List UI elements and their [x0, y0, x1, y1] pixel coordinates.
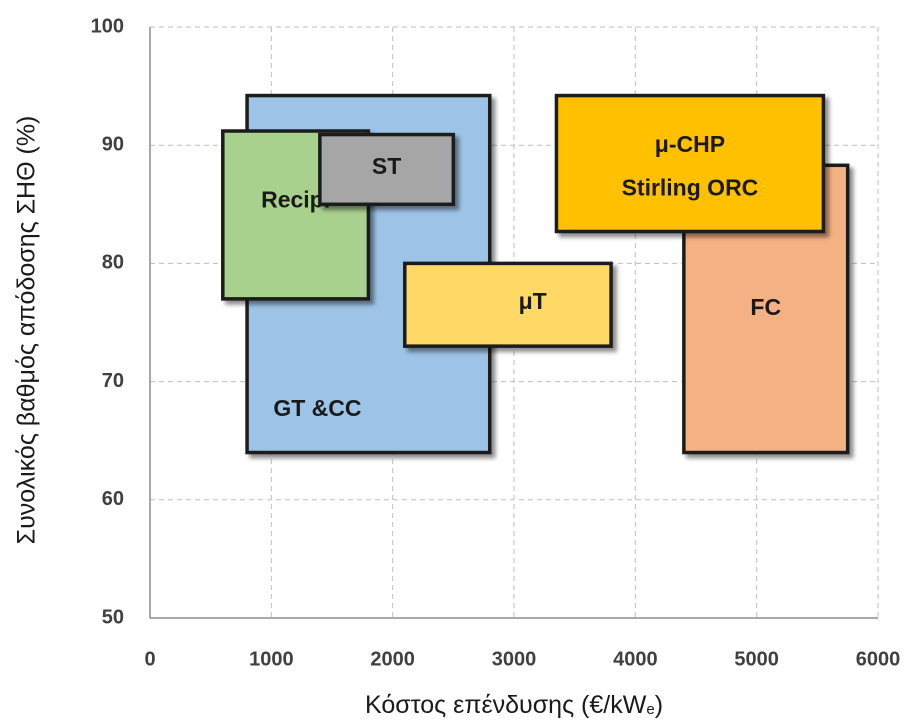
x-tick-label: 2000	[370, 648, 415, 670]
y-tick-label: 100	[91, 15, 124, 37]
y-tick-label: 80	[102, 252, 124, 274]
x-axis-label-end: )	[655, 691, 663, 719]
box-label: μT	[519, 288, 547, 314]
x-axis-label-main: Κόστος επένδυσης (€/kW	[365, 691, 647, 719]
box-label: ST	[372, 153, 401, 179]
x-axis-label: Κόστος επένδυσης (€/kWe)	[365, 691, 663, 719]
y-tick-label: 60	[102, 488, 124, 510]
x-tick-label: 3000	[492, 648, 537, 670]
box-label: FC	[750, 294, 781, 320]
y-tick-label: 70	[102, 370, 124, 392]
box-label: GT &CC	[273, 395, 361, 421]
range-box	[554, 93, 826, 234]
x-tick-label: 0	[144, 648, 155, 670]
box-label: μ-CHP	[655, 131, 725, 157]
range-box	[403, 261, 613, 348]
x-tick-label: 6000	[856, 648, 901, 670]
x-tick-label: 5000	[734, 648, 779, 670]
y-tick-label: 50	[102, 606, 124, 628]
box-label: Stirling ORC	[622, 174, 759, 200]
x-tick-label: 1000	[249, 648, 294, 670]
x-tick-label: 4000	[613, 648, 658, 670]
x-axis-label-sub: e	[646, 701, 654, 718]
range-box	[318, 132, 456, 207]
y-tick-label: 90	[102, 133, 124, 155]
y-axis-label: Συνολικός βαθμός απόδοσης ΣΗΘ (%)	[13, 116, 41, 545]
